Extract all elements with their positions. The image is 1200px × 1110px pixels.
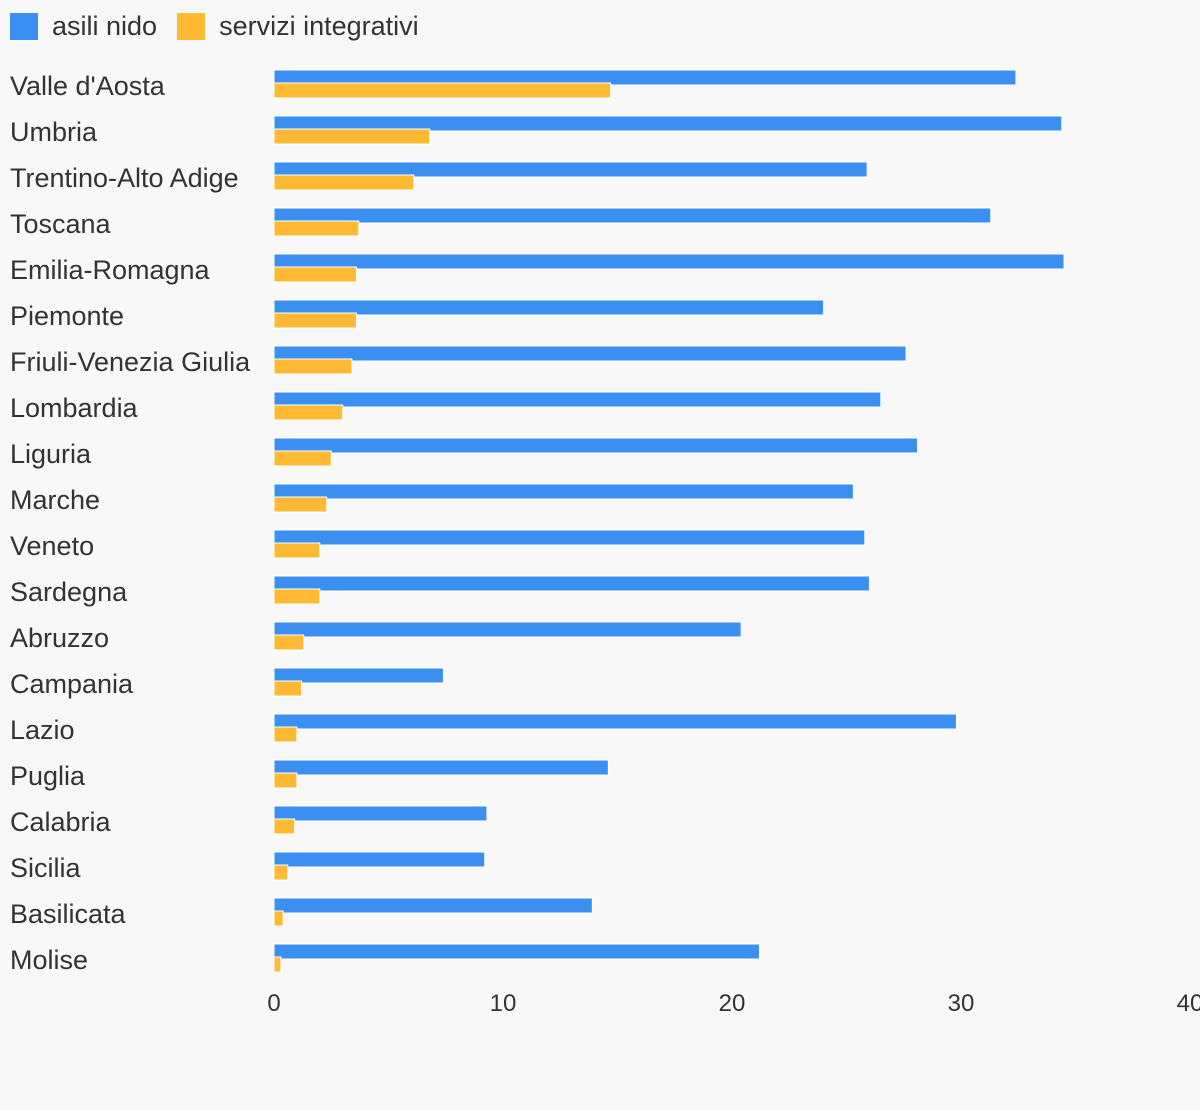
bar-asili-nido-molise[interactable] [273,943,760,960]
bar-servizi-integrativi-abruzzo[interactable] [273,634,305,651]
bar-asili-nido-calabria[interactable] [273,805,488,822]
category-label-marche: Marche [10,485,100,515]
category-label-basilicata: Basilicata [10,899,127,929]
x-tick-label-0: 0 [267,990,280,1017]
x-tick-label-40: 40 [1177,990,1200,1017]
category-label-veneto: Veneto [10,531,94,561]
category-label-valle-d-aosta: Valle d'Aosta [10,71,166,101]
legend-label-servizi-integrativi: servizi integrativi [219,11,419,41]
bar-servizi-integrativi-toscana[interactable] [273,220,360,237]
bar-asili-nido-toscana[interactable] [273,207,992,224]
bar-servizi-integrativi-campania[interactable] [273,680,302,697]
category-label-piemonte: Piemonte [10,301,124,331]
bar-asili-nido-lombardia[interactable] [273,391,882,408]
legend-swatch-servizi-integrativi [177,12,206,40]
x-tick-label-10: 10 [490,990,517,1017]
category-label-molise: Molise [10,945,88,975]
bar-asili-nido-emilia-romagna[interactable] [273,253,1065,270]
category-label-campania: Campania [10,669,134,699]
bar-servizi-integrativi-marche[interactable] [273,496,328,513]
category-label-friuli-venezia-giulia: Friuli-Venezia Giulia [10,347,251,377]
bar-servizi-integrativi-liguria[interactable] [273,450,332,467]
bar-servizi-integrativi-calabria[interactable] [273,818,296,835]
bar-servizi-integrativi-basilicata[interactable] [273,910,284,927]
category-label-puglia: Puglia [10,761,86,791]
category-label-liguria: Liguria [10,439,92,469]
legend-item-asili-nido[interactable]: asili nido [10,10,157,42]
bar-servizi-integrativi-sicilia[interactable] [273,864,289,881]
chart-legend: asili nido servizi integrativi [10,10,439,42]
bar-asili-nido-basilicata[interactable] [273,897,593,914]
bar-asili-nido-veneto[interactable] [273,529,866,546]
bar-servizi-integrativi-valle-d-aosta[interactable] [273,82,612,99]
bar-servizi-integrativi-piemonte[interactable] [273,312,357,329]
bar-servizi-integrativi-trentino-alto-adige[interactable] [273,174,415,191]
bar-asili-nido-sicilia[interactable] [273,851,486,868]
bar-asili-nido-puglia[interactable] [273,759,609,776]
bar-asili-nido-marche[interactable] [273,483,854,500]
bar-asili-nido-abruzzo[interactable] [273,621,742,638]
bar-asili-nido-umbria[interactable] [273,115,1063,132]
bar-servizi-integrativi-lazio[interactable] [273,726,298,743]
bar-servizi-integrativi-veneto[interactable] [273,542,321,559]
bar-servizi-integrativi-molise[interactable] [273,956,282,973]
category-label-sicilia: Sicilia [10,853,82,883]
bar-asili-nido-lazio[interactable] [273,713,957,730]
bar-asili-nido-campania[interactable] [273,667,444,684]
category-label-abruzzo: Abruzzo [10,623,109,653]
category-label-lazio: Lazio [10,715,75,745]
bar-servizi-integrativi-sardegna[interactable] [273,588,321,605]
category-label-sardegna: Sardegna [10,577,128,607]
bar-asili-nido-piemonte[interactable] [273,299,825,316]
bar-servizi-integrativi-lombardia[interactable] [273,404,344,421]
category-label-umbria: Umbria [10,117,98,147]
legend-item-servizi-integrativi[interactable]: servizi integrativi [177,10,419,42]
bar-asili-nido-sardegna[interactable] [273,575,870,592]
bar-servizi-integrativi-umbria[interactable] [273,128,431,145]
category-label-lombardia: Lombardia [10,393,139,423]
x-tick-label-30: 30 [948,990,975,1017]
bar-asili-nido-trentino-alto-adige[interactable] [273,161,868,178]
bar-servizi-integrativi-friuli-venezia-giulia[interactable] [273,358,353,375]
bar-servizi-integrativi-puglia[interactable] [273,772,298,789]
x-tick-label-20: 20 [719,990,746,1017]
bar-asili-nido-liguria[interactable] [273,437,918,454]
category-label-toscana: Toscana [10,209,112,239]
category-label-trentino-alto-adige: Trentino-Alto Adige [10,163,239,193]
category-label-calabria: Calabria [10,807,112,837]
legend-swatch-asili-nido [10,12,38,40]
bar-asili-nido-valle-d-aosta[interactable] [273,69,1017,86]
bar-asili-nido-friuli-venezia-giulia[interactable] [273,345,907,362]
legend-label-asili-nido: asili nido [52,11,158,41]
category-label-emilia-romagna: Emilia-Romagna [10,255,211,285]
bar-servizi-integrativi-emilia-romagna[interactable] [273,266,357,283]
